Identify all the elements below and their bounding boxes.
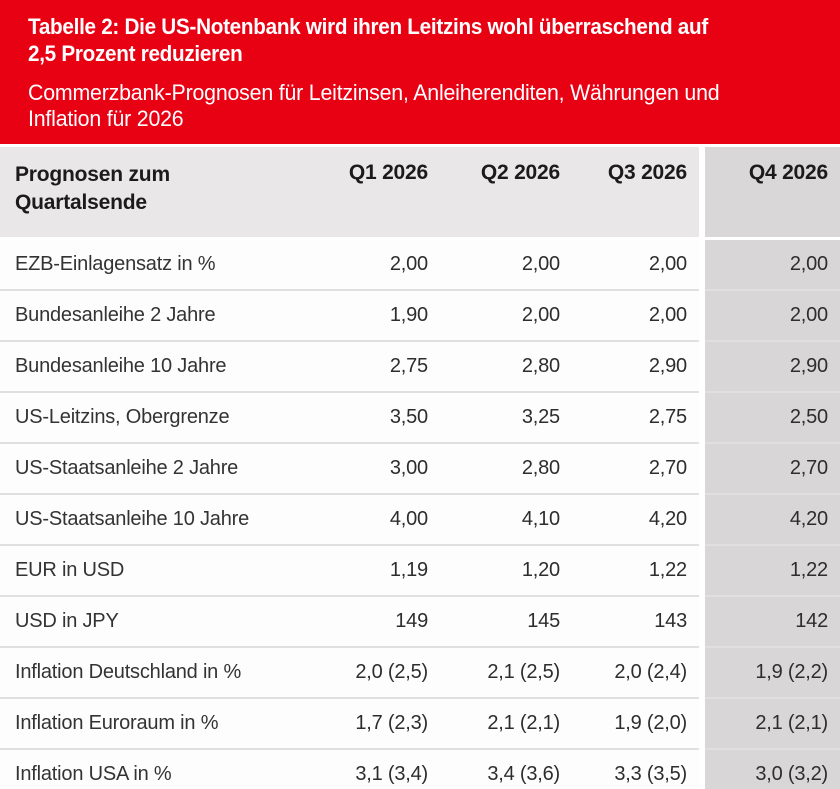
cell-q1: 149 xyxy=(325,595,440,647)
cell-q2: 2,00 xyxy=(440,237,572,290)
cell-q1: 4,00 xyxy=(325,493,440,545)
cell-q3: 3,3 (3,5) xyxy=(572,748,702,789)
banner-title: Tabelle 2: Die US-Notenbank wird ihren L… xyxy=(28,13,812,67)
cell-q4-highlighted: 2,00 xyxy=(699,237,840,290)
row-label: EZB-Einlagensatz in % xyxy=(0,237,325,290)
cell-q1: 3,1 (3,4) xyxy=(325,748,440,789)
cell-q4-highlighted: 4,20 xyxy=(699,493,840,545)
cell-q3: 4,20 xyxy=(572,493,702,545)
cell-q4-highlighted: 2,90 xyxy=(699,340,840,392)
cell-q2: 3,25 xyxy=(440,391,572,443)
cell-q1: 3,50 xyxy=(325,391,440,443)
column-header-q3: Q3 2026 xyxy=(572,147,702,239)
cell-q3: 2,70 xyxy=(572,442,702,494)
cell-q2: 2,00 xyxy=(440,289,572,341)
table-row: Inflation USA in % 3,1 (3,4) 3,4 (3,6) 3… xyxy=(0,748,840,789)
cell-q3: 2,00 xyxy=(572,289,702,341)
banner-title-line-2: 2,5 Prozent reduzieren xyxy=(28,41,243,66)
row-label: EUR in USD xyxy=(0,544,325,596)
cell-q3: 1,9 (2,0) xyxy=(572,697,702,749)
cell-q1: 1,7 (2,3) xyxy=(325,697,440,749)
cell-q4-highlighted: 2,00 xyxy=(699,289,840,341)
cell-q4-highlighted: 3,0 (3,2) xyxy=(699,748,840,789)
cell-q1: 2,00 xyxy=(325,237,440,290)
table-row: EZB-Einlagensatz in % 2,00 2,00 2,00 2,0… xyxy=(0,237,840,290)
banner-subtitle: Commerzbank-Prognosen für Leitzinsen, An… xyxy=(28,80,812,132)
row-label: US-Leitzins, Obergrenze xyxy=(0,391,325,443)
table-row: Inflation Euroraum in % 1,7 (2,3) 2,1 (2… xyxy=(0,697,840,749)
cell-q1: 2,75 xyxy=(325,340,440,392)
cell-q3: 2,00 xyxy=(572,237,702,290)
banner-title-line-1: Tabelle 2: Die US-Notenbank wird ihren L… xyxy=(28,14,708,39)
table-row: US-Staatsanleihe 10 Jahre 4,00 4,10 4,20… xyxy=(0,493,840,545)
table-row: Bundesanleihe 2 Jahre 1,90 2,00 2,00 2,0… xyxy=(0,289,840,341)
row-label: US-Staatsanleihe 2 Jahre xyxy=(0,442,325,494)
row-label: Inflation Deutschland in % xyxy=(0,646,325,698)
cell-q3: 2,0 (2,4) xyxy=(572,646,702,698)
row-label: Inflation Euroraum in % xyxy=(0,697,325,749)
row-label: Bundesanleihe 10 Jahre xyxy=(0,340,325,392)
cell-q2: 2,80 xyxy=(440,340,572,392)
table-header-row: Prognosen zum Quartalsende Q1 2026 Q2 20… xyxy=(0,147,840,239)
cell-q2: 2,80 xyxy=(440,442,572,494)
column-header-q2: Q2 2026 xyxy=(440,147,572,239)
cell-q2: 145 xyxy=(440,595,572,647)
cell-q2: 2,1 (2,1) xyxy=(440,697,572,749)
cell-q2: 2,1 (2,5) xyxy=(440,646,572,698)
banner-subtitle-line-2: Inflation für 2026 xyxy=(28,106,184,131)
cell-q3: 2,90 xyxy=(572,340,702,392)
cell-q1: 1,19 xyxy=(325,544,440,596)
cell-q4-highlighted: 1,22 xyxy=(699,544,840,596)
cell-q4-highlighted: 1,9 (2,2) xyxy=(699,646,840,698)
forecast-table: Prognosen zum Quartalsende Q1 2026 Q2 20… xyxy=(0,147,840,789)
row-label: Inflation USA in % xyxy=(0,748,325,789)
cell-q2: 4,10 xyxy=(440,493,572,545)
row-label: USD in JPY xyxy=(0,595,325,647)
cell-q1: 1,90 xyxy=(325,289,440,341)
cell-q1: 3,00 xyxy=(325,442,440,494)
row-label: US-Staatsanleihe 10 Jahre xyxy=(0,493,325,545)
table-row: US-Staatsanleihe 2 Jahre 3,00 2,80 2,70 … xyxy=(0,442,840,494)
cell-q2: 3,4 (3,6) xyxy=(440,748,572,789)
cell-q3: 143 xyxy=(572,595,702,647)
cell-q2: 1,20 xyxy=(440,544,572,596)
cell-q3: 2,75 xyxy=(572,391,702,443)
table-row: US-Leitzins, Obergrenze 3,50 3,25 2,75 2… xyxy=(0,391,840,443)
table-row: USD in JPY 149 145 143 142 xyxy=(0,595,840,647)
cell-q4-highlighted: 142 xyxy=(699,595,840,647)
table-row: Bundesanleihe 10 Jahre 2,75 2,80 2,90 2,… xyxy=(0,340,840,392)
table-banner: Tabelle 2: Die US-Notenbank wird ihren L… xyxy=(0,0,840,147)
cell-q3: 1,22 xyxy=(572,544,702,596)
cell-q4-highlighted: 2,50 xyxy=(699,391,840,443)
banner-subtitle-line-1: Commerzbank-Prognosen für Leitzinsen, An… xyxy=(28,80,720,105)
column-header-label: Prognosen zum Quartalsende xyxy=(0,147,325,239)
column-header-q4-highlighted: Q4 2026 xyxy=(699,147,840,239)
cell-q1: 2,0 (2,5) xyxy=(325,646,440,698)
table-row: EUR in USD 1,19 1,20 1,22 1,22 xyxy=(0,544,840,596)
row-label: Bundesanleihe 2 Jahre xyxy=(0,289,325,341)
table-row: Inflation Deutschland in % 2,0 (2,5) 2,1… xyxy=(0,646,840,698)
column-header-q1: Q1 2026 xyxy=(325,147,440,239)
cell-q4-highlighted: 2,70 xyxy=(699,442,840,494)
cell-q4-highlighted: 2,1 (2,1) xyxy=(699,697,840,749)
